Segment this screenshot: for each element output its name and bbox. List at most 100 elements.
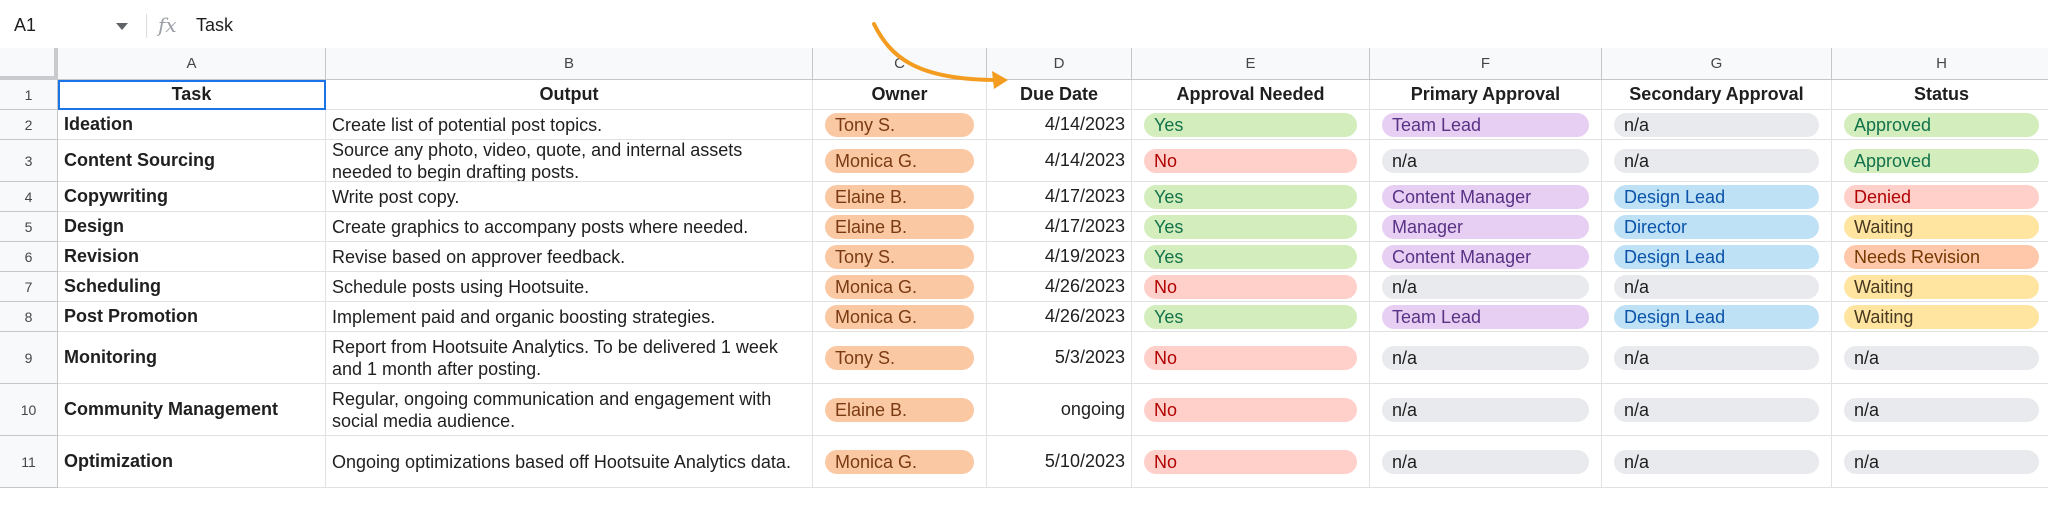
primary-chip[interactable]: Team Lead bbox=[1382, 304, 1589, 329]
primary-chip[interactable]: Content Manager bbox=[1382, 184, 1589, 209]
cell-owner[interactable]: Elaine B. bbox=[813, 182, 987, 212]
row-header-9[interactable]: 9 bbox=[0, 332, 58, 384]
header-cell-due[interactable]: Due Date bbox=[987, 80, 1132, 110]
status-chip[interactable]: n/a bbox=[1844, 397, 2039, 422]
cell-approval[interactable]: No bbox=[1132, 436, 1370, 488]
secondary-chip[interactable]: n/a bbox=[1614, 345, 1819, 370]
cell-owner[interactable]: Monica G. bbox=[813, 272, 987, 302]
status-chip[interactable]: Denied bbox=[1844, 184, 2039, 209]
status-chip[interactable]: n/a bbox=[1844, 449, 2039, 474]
cell-output[interactable]: Implement paid and organic boosting stra… bbox=[326, 302, 813, 332]
secondary-chip[interactable]: Design Lead bbox=[1614, 244, 1819, 269]
cell-task[interactable]: Copywriting bbox=[58, 182, 326, 212]
cell-task[interactable]: Optimization bbox=[58, 436, 326, 488]
cell-status[interactable]: Denied bbox=[1832, 182, 2048, 212]
status-chip[interactable]: Waiting bbox=[1844, 214, 2039, 239]
column-header-h[interactable]: H bbox=[1832, 48, 2048, 80]
approval-chip[interactable]: No bbox=[1144, 274, 1357, 299]
cell-approval[interactable]: Yes bbox=[1132, 110, 1370, 140]
cell-approval[interactable]: Yes bbox=[1132, 242, 1370, 272]
column-header-b[interactable]: B bbox=[326, 48, 813, 80]
cell-primary[interactable]: Team Lead bbox=[1370, 110, 1602, 140]
cell-status[interactable]: Approved bbox=[1832, 140, 2048, 182]
header-cell-primary[interactable]: Primary Approval bbox=[1370, 80, 1602, 110]
cell-status[interactable]: Waiting bbox=[1832, 302, 2048, 332]
header-cell-status[interactable]: Status bbox=[1832, 80, 2048, 110]
cell-primary[interactable]: Content Manager bbox=[1370, 182, 1602, 212]
cell-output[interactable]: Create graphics to accompany posts where… bbox=[326, 212, 813, 242]
cell-owner[interactable]: Elaine B. bbox=[813, 212, 987, 242]
row-header-1[interactable]: 1 bbox=[0, 80, 58, 110]
header-cell-owner[interactable]: Owner bbox=[813, 80, 987, 110]
row-header-5[interactable]: 5 bbox=[0, 212, 58, 242]
secondary-chip[interactable]: Director bbox=[1614, 214, 1819, 239]
chevron-down-icon[interactable] bbox=[116, 23, 128, 30]
owner-chip[interactable]: Monica G. bbox=[825, 148, 974, 173]
status-chip[interactable]: Waiting bbox=[1844, 274, 2039, 299]
cell-status[interactable]: Waiting bbox=[1832, 272, 2048, 302]
select-all-corner[interactable] bbox=[0, 48, 58, 80]
status-chip[interactable]: Waiting bbox=[1844, 304, 2039, 329]
primary-chip[interactable]: n/a bbox=[1382, 397, 1589, 422]
owner-chip[interactable]: Tony S. bbox=[825, 112, 974, 137]
cell-output[interactable]: Regular, ongoing communication and engag… bbox=[326, 384, 813, 436]
cell-due[interactable]: 5/3/2023 bbox=[987, 332, 1132, 384]
approval-chip[interactable]: No bbox=[1144, 148, 1357, 173]
cell-secondary[interactable]: n/a bbox=[1602, 332, 1832, 384]
cell-task[interactable]: Scheduling bbox=[58, 272, 326, 302]
cell-due[interactable]: 4/17/2023 bbox=[987, 212, 1132, 242]
secondary-chip[interactable]: Design Lead bbox=[1614, 184, 1819, 209]
secondary-chip[interactable]: n/a bbox=[1614, 397, 1819, 422]
cell-output[interactable]: Source any photo, video, quote, and inte… bbox=[326, 140, 813, 182]
row-header-2[interactable]: 2 bbox=[0, 110, 58, 140]
header-cell-task[interactable]: Task bbox=[58, 80, 326, 110]
approval-chip[interactable]: Yes bbox=[1144, 112, 1357, 137]
cell-owner[interactable]: Elaine B. bbox=[813, 384, 987, 436]
cell-owner[interactable]: Tony S. bbox=[813, 110, 987, 140]
column-header-e[interactable]: E bbox=[1132, 48, 1370, 80]
owner-chip[interactable]: Elaine B. bbox=[825, 214, 974, 239]
cell-approval[interactable]: No bbox=[1132, 332, 1370, 384]
approval-chip[interactable]: Yes bbox=[1144, 184, 1357, 209]
cell-output[interactable]: Schedule posts using Hootsuite. bbox=[326, 272, 813, 302]
cell-owner[interactable]: Tony S. bbox=[813, 332, 987, 384]
primary-chip[interactable]: Content Manager bbox=[1382, 244, 1589, 269]
formula-input[interactable]: Task bbox=[196, 15, 234, 35]
cell-output[interactable]: Revise based on approver feedback. bbox=[326, 242, 813, 272]
cell-owner[interactable]: Tony S. bbox=[813, 242, 987, 272]
name-box[interactable]: A1 bbox=[14, 12, 134, 38]
cell-task[interactable]: Post Promotion bbox=[58, 302, 326, 332]
cell-due[interactable]: 4/19/2023 bbox=[987, 242, 1132, 272]
cell-due[interactable]: 4/26/2023 bbox=[987, 302, 1132, 332]
row-header-8[interactable]: 8 bbox=[0, 302, 58, 332]
cell-due[interactable]: 4/14/2023 bbox=[987, 110, 1132, 140]
cell-output[interactable]: Write post copy. bbox=[326, 182, 813, 212]
status-chip[interactable]: Approved bbox=[1844, 112, 2039, 137]
column-header-a[interactable]: A bbox=[58, 48, 326, 80]
cell-primary[interactable]: Manager bbox=[1370, 212, 1602, 242]
approval-chip[interactable]: No bbox=[1144, 345, 1357, 370]
column-header-g[interactable]: G bbox=[1602, 48, 1832, 80]
owner-chip[interactable]: Elaine B. bbox=[825, 397, 974, 422]
cell-due[interactable]: 5/10/2023 bbox=[987, 436, 1132, 488]
cell-primary[interactable]: n/a bbox=[1370, 140, 1602, 182]
header-cell-approval[interactable]: Approval Needed bbox=[1132, 80, 1370, 110]
header-cell-secondary[interactable]: Secondary Approval bbox=[1602, 80, 1832, 110]
cell-task[interactable]: Monitoring bbox=[58, 332, 326, 384]
cell-approval[interactable]: Yes bbox=[1132, 212, 1370, 242]
cell-owner[interactable]: Monica G. bbox=[813, 140, 987, 182]
cell-owner[interactable]: Monica G. bbox=[813, 302, 987, 332]
primary-chip[interactable]: n/a bbox=[1382, 449, 1589, 474]
cell-task[interactable]: Content Sourcing bbox=[58, 140, 326, 182]
cell-due[interactable]: ongoing bbox=[987, 384, 1132, 436]
row-header-10[interactable]: 10 bbox=[0, 384, 58, 436]
cell-secondary[interactable]: Design Lead bbox=[1602, 182, 1832, 212]
column-header-f[interactable]: F bbox=[1370, 48, 1602, 80]
cell-output[interactable]: Ongoing optimizations based off Hootsuit… bbox=[326, 436, 813, 488]
approval-chip[interactable]: No bbox=[1144, 449, 1357, 474]
owner-chip[interactable]: Monica G. bbox=[825, 274, 974, 299]
status-chip[interactable]: Needs Revision bbox=[1844, 244, 2039, 269]
cell-primary[interactable]: Content Manager bbox=[1370, 242, 1602, 272]
cell-due[interactable]: 4/26/2023 bbox=[987, 272, 1132, 302]
cell-secondary[interactable]: Design Lead bbox=[1602, 302, 1832, 332]
